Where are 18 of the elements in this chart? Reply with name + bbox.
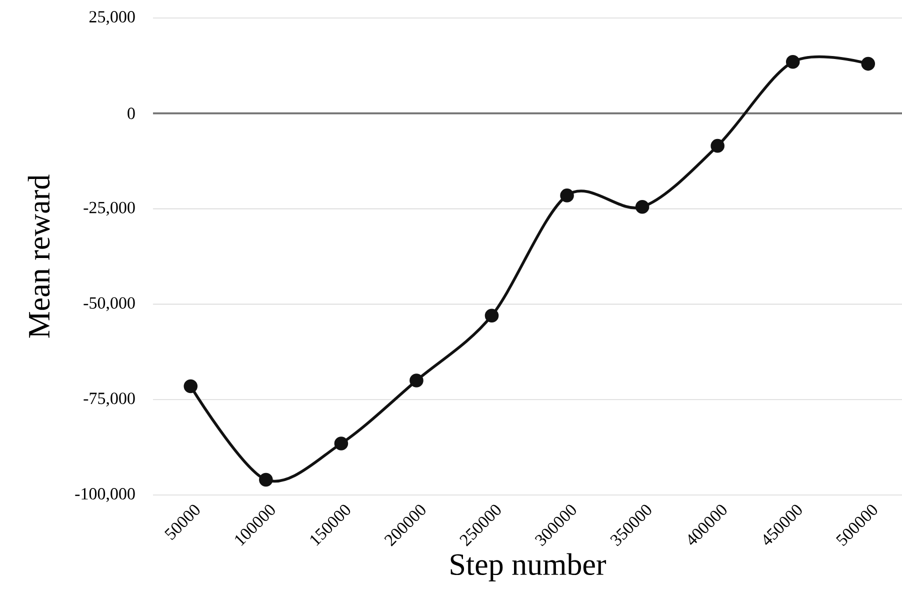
point [635, 200, 650, 214]
point [410, 374, 424, 388]
y-tick-label: 0 [128, 108, 135, 120]
point [484, 308, 499, 323]
x-axis-title: Step number [450, 553, 606, 582]
point [560, 188, 574, 202]
y-tick-label: -50,000 [84, 297, 135, 312]
y-tick-label: 25,000 [89, 11, 135, 25]
point [786, 54, 800, 69]
point [184, 379, 198, 394]
point [710, 138, 724, 153]
y-tick-label: -25,000 [84, 202, 135, 216]
y-tick-label: -75,000 [84, 392, 135, 407]
point [334, 436, 348, 450]
point [861, 56, 876, 71]
y-axis-title: Mean reward [28, 174, 50, 338]
y-tick-label: -100,000 [75, 488, 135, 502]
point [259, 472, 273, 487]
